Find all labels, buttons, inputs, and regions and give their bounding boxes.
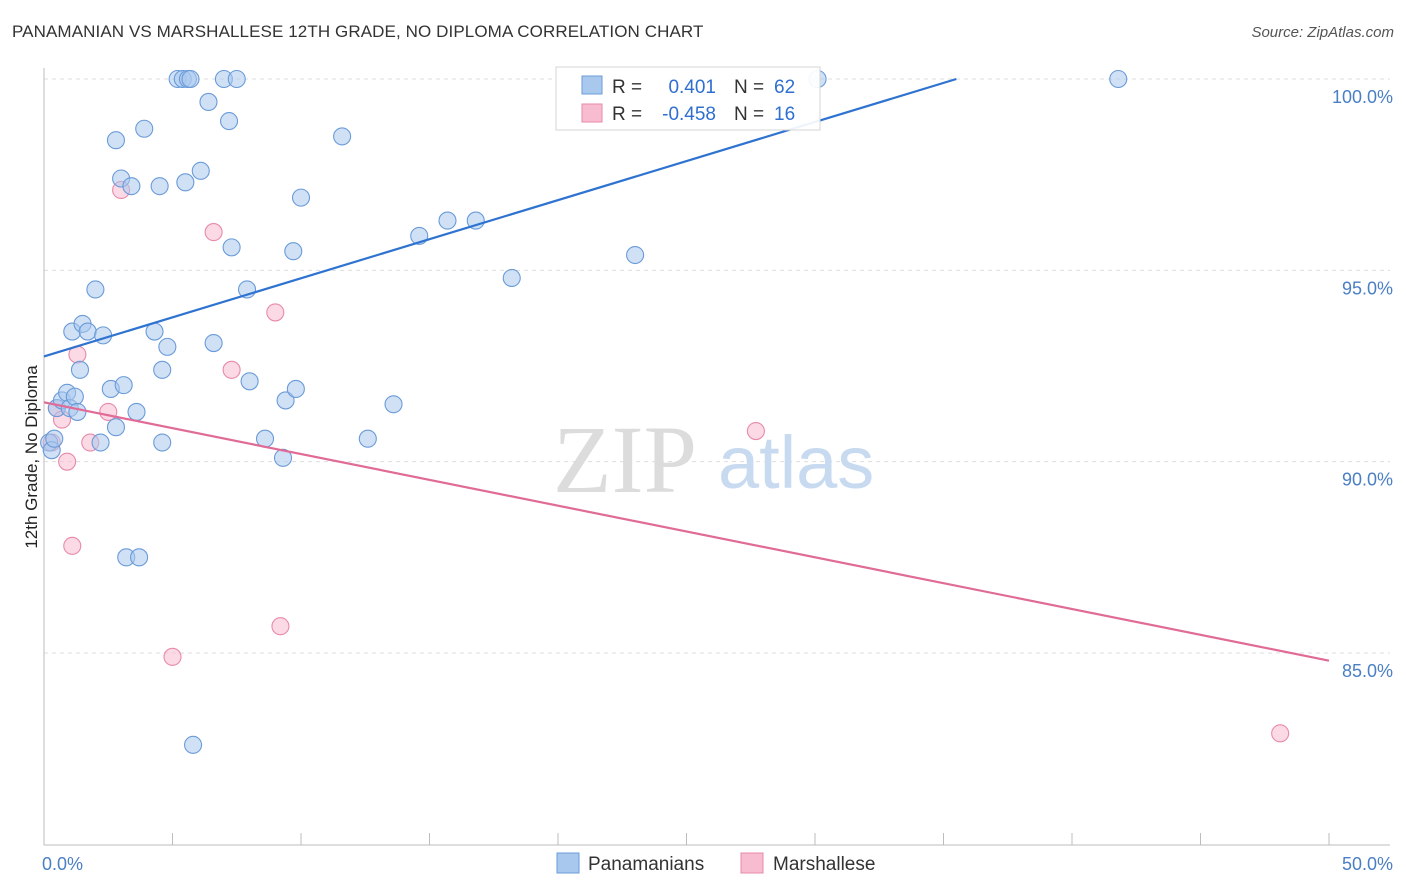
panamanian-point [181,69,200,89]
panamanian-point [78,322,97,341]
marshallese-point [266,303,285,322]
panamanian-point [153,433,172,452]
panamanian-point [91,433,110,452]
marshallese-point [222,360,241,379]
stats-n-value-pink: 16 [774,104,795,125]
marshallese-point [271,617,290,636]
panamanian-point [276,391,295,410]
panamanian-point [626,245,645,265]
stats-n-label-blue: N = [734,77,764,98]
legend-swatch-panamanians [556,852,580,874]
legend-swatch-marshallese [740,852,764,874]
y-tick-label: 90.0% [1342,470,1393,490]
series-legend: Panamanians Marshallese [556,852,875,875]
marshallese-point [1271,724,1290,743]
panamanian-point [130,548,149,567]
watermark-zip: ZIP [553,406,697,513]
panamanian-point [240,372,259,391]
panamanian-point [68,402,87,421]
panamanian-point [284,242,303,261]
marshallese-point [63,536,82,555]
panamanian-point [122,177,141,196]
y-tick-label: 100.0% [1332,87,1393,107]
stats-swatch-pink [581,103,603,123]
stats-n-value-blue: 62 [774,77,795,98]
marshallese-point [163,647,182,666]
panamanian-point [438,211,457,230]
marshallese-point [99,402,118,421]
panamanian-point [358,429,377,448]
panamanian-point [286,379,305,399]
panamanian-point [176,173,195,192]
y-axis-title: 12th Grade, No Diploma [22,365,41,549]
panamanian-point [150,177,169,196]
panamanian-point [65,387,84,406]
grid-lines [44,78,1390,654]
x-tick-label: 50.0% [1342,854,1393,874]
panamanian-point [114,376,133,395]
legend-label-panamanians: Panamanians [588,854,704,875]
stats-r-label-pink: R = [612,104,642,125]
panamanian-point [1109,69,1128,89]
panamanian-point [222,238,241,257]
marshallese-trend-line [43,401,1330,662]
panamanian-point [135,119,154,138]
panamanian-point [158,337,177,356]
y-tick-label: 85.0% [1342,661,1393,681]
marshallese-point [746,422,765,441]
marshallese-point [204,223,223,242]
marshallese-point [58,452,77,471]
panamanian-points [40,69,1128,754]
panamanian-point [106,418,126,437]
x-tick-labels: 0.0% 50.0% [42,854,1393,874]
panamanian-point [219,112,239,131]
panamanian-point [227,69,246,89]
chart-title: PANAMANIAN VS MARSHALLESE 12TH GRADE, NO… [12,22,704,41]
panamanian-point [70,360,90,379]
panamanian-point [106,131,126,150]
panamanian-point [204,333,223,353]
panamanian-point [184,735,203,754]
y-tick-labels: 100.0% 95.0% 90.0% 85.0% [1332,87,1393,681]
axes [43,68,1390,846]
panamanian-point [127,402,146,421]
stats-r-label-blue: R = [612,77,642,98]
x-tick-label: 0.0% [42,854,83,874]
panamanian-point [191,161,210,180]
panamanian-point [384,395,403,414]
source-credit: Source: ZipAtlas.com [1251,24,1394,41]
legend-label-marshallese: Marshallese [773,854,875,875]
panamanian-point [153,360,172,379]
panamanian-point [199,92,218,112]
stats-n-label-pink: N = [734,104,764,125]
panamanian-point [333,127,352,146]
stats-swatch-blue [581,75,603,95]
panamanian-point [291,188,311,207]
y-tick-label: 95.0% [1342,278,1393,298]
watermark: ZIP atlas [553,406,874,513]
panamanian-point [502,268,521,288]
stats-legend-box: R = 0.401 N = 62 R = -0.458 N = 16 [555,66,821,131]
watermark-atlas: atlas [718,421,874,504]
stats-r-value-blue: 0.401 [668,77,716,98]
panamanian-point [45,429,64,448]
x-axis-ticks [43,833,1330,845]
stats-r-value-pink: -0.458 [662,104,716,125]
panamanian-point [86,280,105,299]
